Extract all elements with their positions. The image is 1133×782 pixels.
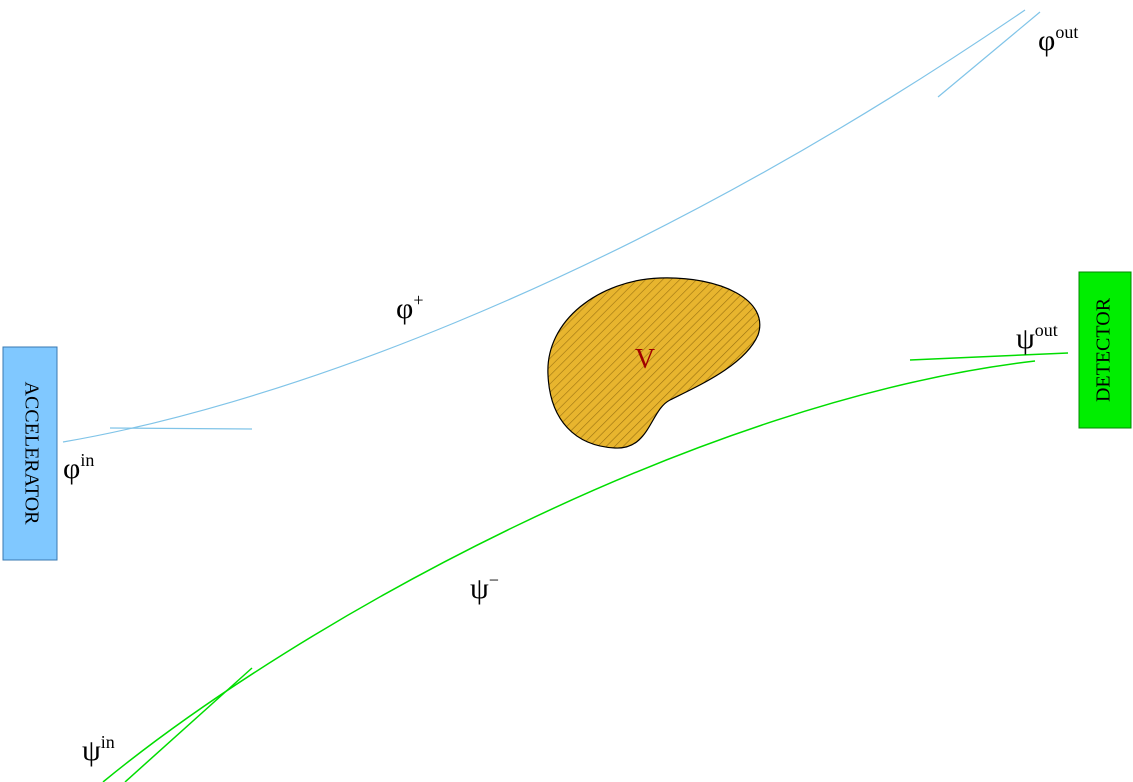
accelerator: ACCELERATOR: [3, 347, 57, 560]
state-superscript: −: [489, 570, 499, 590]
state-superscript: in: [80, 450, 94, 470]
phi-path: [63, 10, 1025, 442]
potential: V: [548, 278, 760, 448]
state-symbol: φ: [1038, 24, 1055, 57]
phi-out-asymptote: [938, 12, 1040, 97]
state-superscript: +: [413, 290, 423, 310]
potential-label: V: [635, 344, 655, 375]
state-symbol: ψ: [82, 734, 101, 767]
state-label: ψin: [82, 732, 115, 767]
psi-out-asymptote: [910, 353, 1068, 360]
state-symbol: φ: [63, 452, 80, 485]
diagram: ACCELERATOR DETECTOR V φin φ+ φout ψin ψ…: [0, 0, 1133, 782]
state-symbol: φ: [396, 292, 413, 325]
state-superscript: out: [1035, 320, 1058, 340]
state-label: ψout: [1016, 320, 1058, 355]
accelerator-label: ACCELERATOR: [20, 382, 42, 526]
state-label: φout: [1038, 22, 1078, 57]
state-label: ψ−: [470, 570, 499, 605]
detector-label: DETECTOR: [1093, 297, 1115, 402]
detector: DETECTOR: [1079, 272, 1131, 428]
state-label: φ+: [396, 290, 423, 325]
state-label: φin: [63, 450, 94, 485]
state-superscript: out: [1055, 22, 1078, 42]
state-superscript: in: [101, 732, 115, 752]
state-symbol: ψ: [470, 572, 489, 605]
state-symbol: ψ: [1016, 322, 1035, 355]
psi-in-asymptote: [125, 668, 252, 782]
